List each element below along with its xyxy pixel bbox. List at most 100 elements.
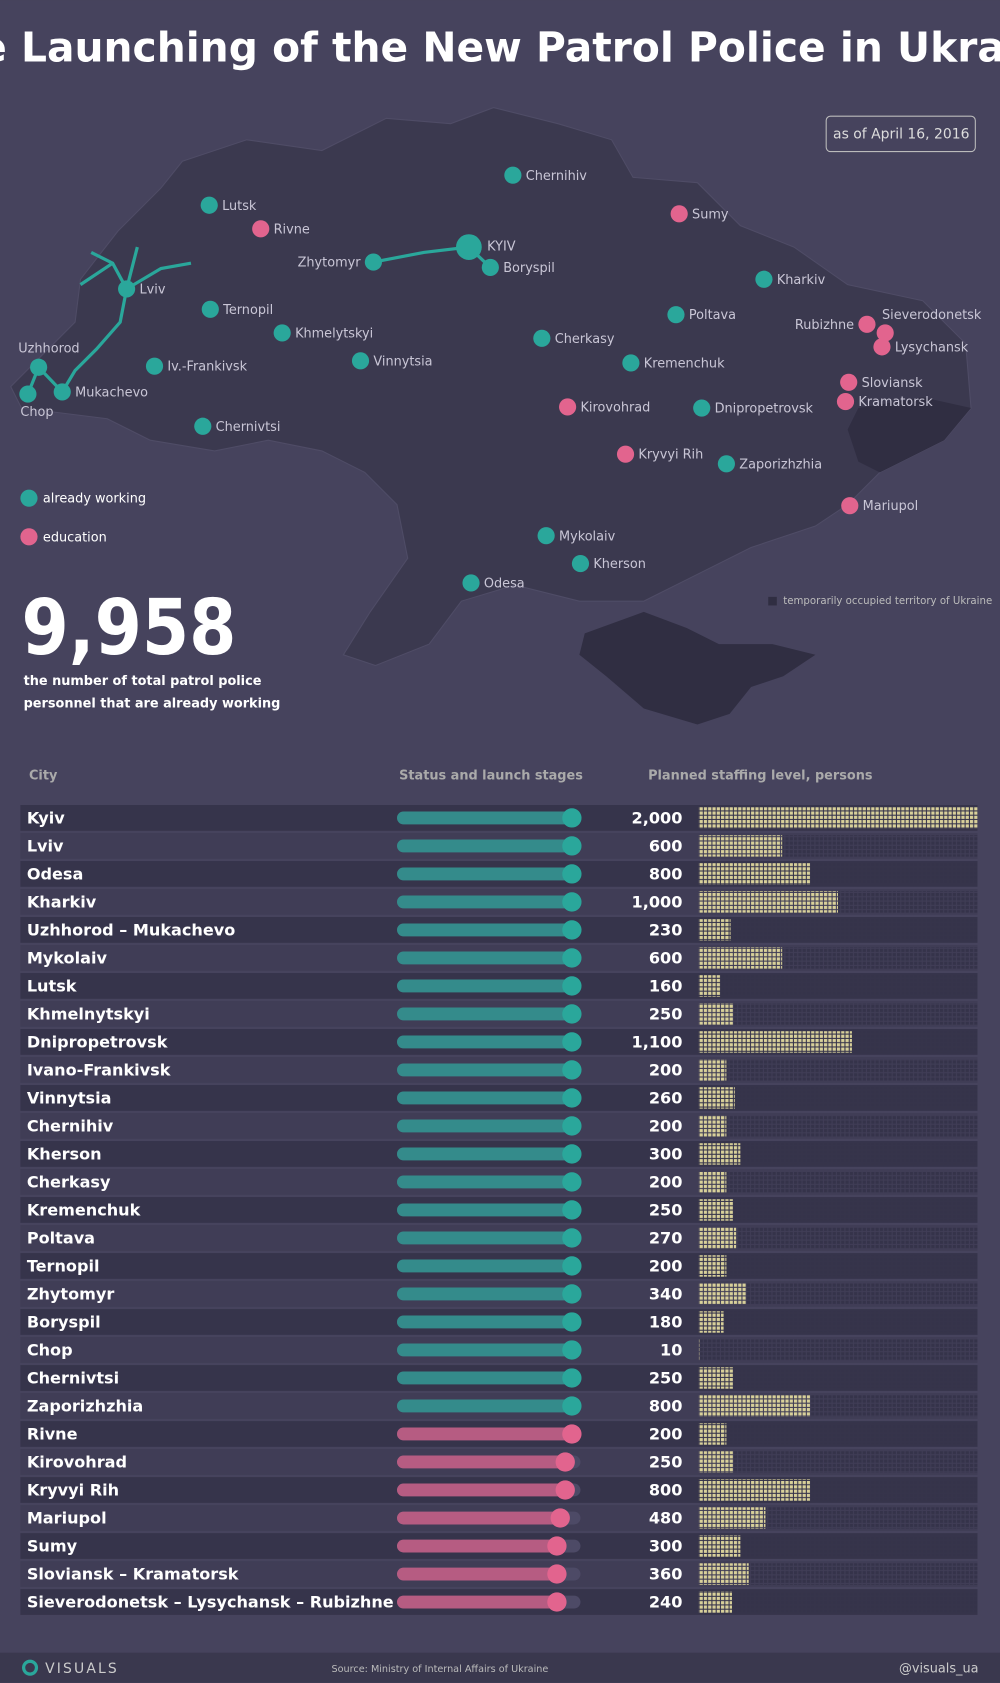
city-dot bbox=[858, 315, 876, 333]
staffing-bar bbox=[698, 1031, 852, 1053]
staffing-track bbox=[698, 1283, 978, 1305]
stage-dot bbox=[562, 892, 582, 912]
staffing-bar bbox=[698, 1087, 735, 1109]
city-dot bbox=[456, 234, 482, 260]
stage-dot bbox=[562, 1032, 582, 1052]
stage-fill bbox=[396, 1175, 572, 1189]
staffing-bar bbox=[698, 1143, 741, 1165]
stage-dot bbox=[562, 1060, 582, 1080]
city-label: Kherson bbox=[593, 557, 646, 572]
staffing-track bbox=[698, 1115, 978, 1137]
staffing-value: 1,000 bbox=[632, 892, 683, 911]
city-name: Uzhhorod – Mukachevo bbox=[27, 920, 235, 939]
city-dot bbox=[717, 455, 735, 473]
staffing-value: 200 bbox=[649, 1061, 683, 1080]
city-dot bbox=[194, 417, 212, 435]
stage-dot bbox=[562, 1088, 582, 1108]
staffing-bar bbox=[698, 1199, 734, 1221]
city-name: Lviv bbox=[27, 836, 64, 855]
staffing-track bbox=[698, 1423, 978, 1445]
city-name: Poltava bbox=[27, 1229, 95, 1248]
stage-fill bbox=[396, 1035, 572, 1049]
city-name: Mariupol bbox=[27, 1509, 107, 1528]
city-label: Odesa bbox=[484, 576, 525, 591]
city-label: Poltava bbox=[689, 308, 736, 323]
staffing-bar bbox=[698, 835, 783, 857]
staffing-bar bbox=[698, 1591, 732, 1613]
staffing-track bbox=[698, 1367, 978, 1389]
staffing-value: 200 bbox=[649, 1173, 683, 1192]
city-dot bbox=[559, 398, 577, 416]
staffing-track bbox=[698, 1255, 978, 1277]
staffing-value: 250 bbox=[649, 1453, 683, 1472]
staffing-track bbox=[698, 1003, 978, 1025]
staffing-bar bbox=[698, 1367, 734, 1389]
city-label: Kryvyi Rih bbox=[638, 448, 703, 463]
staffing-track bbox=[698, 1563, 978, 1585]
stage-dot bbox=[562, 1368, 582, 1388]
city-label: Kremenchuk bbox=[644, 357, 725, 372]
city-label: Lviv bbox=[139, 282, 165, 297]
table-header: Planned staffing level, persons bbox=[648, 769, 873, 784]
city-dot bbox=[755, 270, 773, 288]
city-label: Rivne bbox=[274, 222, 310, 237]
stage-fill bbox=[396, 1595, 557, 1609]
staffing-bar bbox=[698, 919, 731, 941]
city-dot bbox=[118, 280, 136, 298]
staffing-bar bbox=[698, 1227, 737, 1249]
stage-dot bbox=[562, 1004, 582, 1024]
legend-swatch bbox=[20, 489, 38, 507]
city-label: Sloviansk bbox=[862, 376, 924, 391]
city-name: Kryvyi Rih bbox=[27, 1481, 119, 1500]
stage-dot bbox=[562, 1284, 582, 1304]
staffing-value: 270 bbox=[649, 1229, 683, 1248]
map-crimea bbox=[579, 611, 816, 725]
city-dot bbox=[364, 253, 382, 271]
title: The Launching of the New Patrol Police i… bbox=[0, 24, 1000, 72]
city-label: KYIV bbox=[487, 240, 516, 255]
map-ukraine bbox=[10, 107, 972, 667]
city-name: Zhytomyr bbox=[27, 1285, 115, 1304]
city-dot bbox=[670, 205, 688, 223]
stage-fill bbox=[396, 1287, 572, 1301]
staffing-track bbox=[698, 1227, 978, 1249]
staffing-bar bbox=[698, 1115, 727, 1137]
staffing-bar bbox=[698, 1451, 734, 1473]
city-dot bbox=[693, 399, 711, 417]
stage-dot bbox=[562, 1116, 582, 1136]
staffing-value: 800 bbox=[649, 1481, 683, 1500]
stage-fill bbox=[396, 1567, 557, 1581]
city-label: Lysychansk bbox=[895, 340, 969, 355]
staffing-track bbox=[698, 1087, 978, 1109]
city-dot bbox=[252, 220, 270, 238]
city-label: Boryspil bbox=[503, 261, 555, 276]
city-name: Sieverodonetsk – Lysychansk – Rubizhne bbox=[27, 1593, 394, 1612]
city-dot bbox=[481, 258, 499, 277]
city-name: Kharkiv bbox=[27, 892, 97, 911]
city-label: Sieverodonetsk bbox=[882, 308, 982, 323]
staffing-track bbox=[698, 919, 978, 941]
staffing-bar bbox=[698, 891, 838, 913]
stage-fill bbox=[396, 1455, 566, 1469]
stage-dot bbox=[562, 1340, 582, 1360]
stage-fill bbox=[396, 1483, 566, 1497]
city-label: Chop bbox=[20, 405, 53, 420]
staffing-bar bbox=[698, 807, 978, 829]
city-name: Vinnytsia bbox=[27, 1089, 112, 1108]
stage-fill bbox=[396, 811, 572, 825]
stage-dot bbox=[547, 1536, 567, 1556]
staffing-bar bbox=[698, 1535, 741, 1557]
city-name: Dnipropetrovsk bbox=[27, 1033, 168, 1052]
staffing-bar bbox=[698, 1283, 746, 1305]
map-occupied-east bbox=[847, 397, 972, 473]
city-name: Kirovohrad bbox=[27, 1453, 127, 1472]
staffing-value: 160 bbox=[649, 976, 683, 995]
date: as of April 16, 2016 bbox=[833, 126, 969, 142]
stage-dot bbox=[562, 1256, 582, 1276]
city-name: Boryspil bbox=[27, 1313, 101, 1332]
city-label: Rubizhne bbox=[795, 318, 854, 333]
city-dot bbox=[616, 445, 635, 463]
staffing-bar bbox=[698, 863, 811, 885]
source: Source: Ministry of Internal Affairs of … bbox=[332, 1664, 549, 1675]
